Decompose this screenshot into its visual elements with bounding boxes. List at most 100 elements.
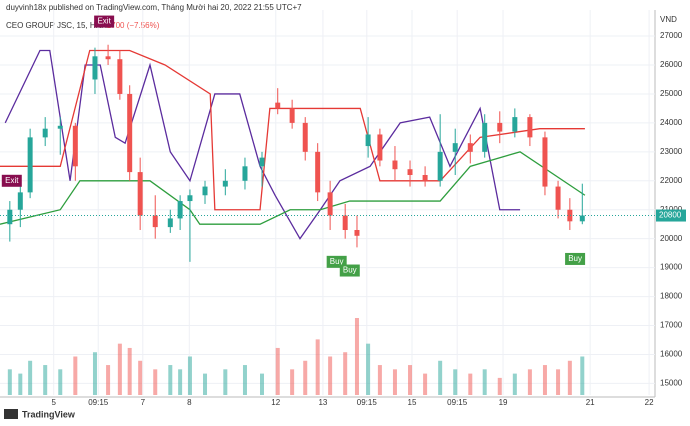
volume-bar xyxy=(18,373,23,395)
published-note: duyvinh18x published on TradingView.com,… xyxy=(6,3,302,12)
volume-bar xyxy=(290,369,295,395)
candle-body xyxy=(177,201,183,219)
volume-bar xyxy=(542,365,547,395)
x-tick-label: 09:15 xyxy=(88,398,109,407)
volume-bar xyxy=(303,360,308,395)
x-tick-label: 13 xyxy=(318,398,327,407)
y-unit: VND xyxy=(660,15,677,24)
x-tick-label: 21 xyxy=(586,398,595,407)
y-tick-label: 16000 xyxy=(660,350,683,359)
logo xyxy=(4,409,18,419)
candle-body xyxy=(542,137,548,187)
indicator-line xyxy=(4,49,521,240)
candle-body xyxy=(567,209,573,222)
candle-body xyxy=(259,157,265,167)
volume-bar xyxy=(203,373,208,395)
signal-marker xyxy=(94,15,115,28)
x-tick-label: 22 xyxy=(645,398,654,407)
y-tick-label: 26000 xyxy=(660,60,683,69)
volume-bar xyxy=(408,365,413,395)
candle-body xyxy=(407,169,413,175)
candle-body xyxy=(422,175,428,181)
signal-label: Buy xyxy=(343,266,357,275)
signal-marker xyxy=(565,252,586,265)
last-price-tag xyxy=(656,209,686,222)
signal-marker xyxy=(339,264,360,277)
volume-bar xyxy=(468,373,473,395)
volume-bar xyxy=(92,352,97,395)
candle-body xyxy=(392,160,398,170)
volume-bar xyxy=(392,369,397,395)
candle-body xyxy=(152,215,158,228)
y-tick-label: 25000 xyxy=(660,89,683,98)
candle-body xyxy=(497,122,503,132)
last-price-label: 20800 xyxy=(659,211,682,220)
candle-body xyxy=(342,215,348,230)
x-tick-label: 5 xyxy=(51,398,56,407)
y-tick-label: 20000 xyxy=(660,234,683,243)
candle-body xyxy=(579,215,585,222)
volume-bar xyxy=(242,365,247,395)
candle-body xyxy=(137,172,143,216)
volume-bar xyxy=(73,356,78,395)
candle-body xyxy=(127,93,133,173)
candle-body xyxy=(354,230,360,236)
volume-bar xyxy=(178,369,183,395)
candle-body xyxy=(242,166,248,181)
y-tick-label: 15000 xyxy=(660,379,683,388)
candle-body xyxy=(377,134,383,161)
candle-body xyxy=(327,192,333,216)
signal-label: Buy xyxy=(568,254,582,263)
candle-body xyxy=(117,59,123,94)
signal-label: Exit xyxy=(97,17,111,26)
x-tick-label: 15 xyxy=(408,398,417,407)
symbol: CEO GROUP JSC, 15, HNX xyxy=(6,21,107,30)
candle-body xyxy=(302,122,308,152)
x-tick-label: 12 xyxy=(271,398,280,407)
candle-body xyxy=(202,186,208,196)
volume-bar xyxy=(423,373,428,395)
candle-body xyxy=(467,143,473,152)
candle-body xyxy=(7,209,13,225)
x-tick-label: 09:15 xyxy=(357,398,378,407)
candle-body xyxy=(17,192,23,210)
volume-bar xyxy=(567,360,572,395)
volume-bar xyxy=(58,369,63,395)
candle-body xyxy=(289,108,295,123)
volume-bar xyxy=(556,369,561,395)
y-tick-label: 23000 xyxy=(660,147,683,156)
candle-body xyxy=(555,186,561,210)
candle-body xyxy=(27,137,33,193)
volume-bar xyxy=(315,339,320,395)
volume-bar xyxy=(187,356,192,395)
x-tick-label: 8 xyxy=(187,398,192,407)
signal-label: Exit xyxy=(5,176,19,185)
candle-body xyxy=(72,125,78,167)
candle-body xyxy=(42,128,48,138)
change: −1700 (−7.56%) xyxy=(102,21,160,30)
candle-body xyxy=(512,117,518,132)
volume-bar xyxy=(168,365,173,395)
volume-bar xyxy=(354,318,359,395)
x-tick-label: 09:15 xyxy=(447,398,468,407)
y-tick-label: 22000 xyxy=(660,176,683,185)
volume-bar xyxy=(138,360,143,395)
volume-bar xyxy=(117,343,122,395)
volume-bar xyxy=(7,369,12,395)
x-tick-label: 7 xyxy=(141,398,146,407)
candle-body xyxy=(315,151,321,193)
volume-bar xyxy=(453,369,458,395)
y-tick-label: 21000 xyxy=(660,205,683,214)
volume-bar xyxy=(328,356,333,395)
volume-bar xyxy=(580,356,585,395)
volume-bar xyxy=(377,365,382,395)
signal-marker xyxy=(1,174,22,187)
volume-bar xyxy=(223,369,228,395)
candle-body xyxy=(167,218,173,228)
y-tick-label: 24000 xyxy=(660,118,683,127)
candle-body xyxy=(187,195,193,202)
volume-bar xyxy=(343,352,348,395)
candle-body xyxy=(365,134,371,147)
volume-bar xyxy=(106,365,111,395)
